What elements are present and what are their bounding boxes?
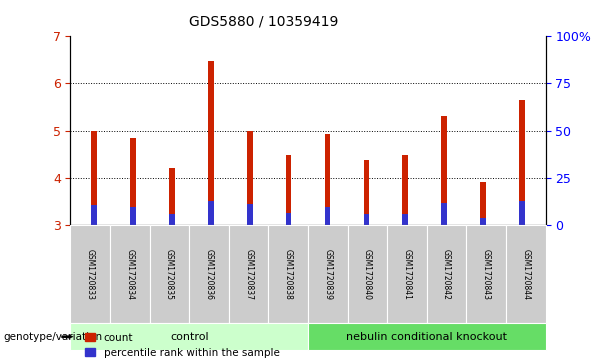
Bar: [403, 214, 408, 225]
Bar: [130, 138, 135, 225]
Bar: [364, 214, 370, 225]
Bar: [324, 207, 330, 225]
Bar: [364, 160, 370, 225]
Bar: [130, 207, 135, 225]
Text: GSM1720844: GSM1720844: [521, 249, 530, 299]
Bar: [481, 182, 486, 225]
Bar: [246, 204, 253, 225]
Bar: [169, 214, 175, 225]
Legend: count, percentile rank within the sample: count, percentile rank within the sample: [85, 333, 280, 358]
Text: GSM1720841: GSM1720841: [403, 249, 411, 299]
Bar: [441, 203, 447, 225]
Bar: [519, 100, 525, 225]
Text: GSM1720840: GSM1720840: [363, 249, 372, 299]
Text: GSM1720843: GSM1720843: [482, 249, 490, 299]
Bar: [324, 134, 330, 225]
Bar: [246, 131, 253, 225]
Bar: [208, 61, 213, 225]
Text: GSM1720842: GSM1720842: [442, 249, 451, 299]
Text: GSM1720835: GSM1720835: [165, 249, 174, 299]
Text: nebulin conditional knockout: nebulin conditional knockout: [346, 332, 508, 342]
Bar: [441, 115, 447, 225]
Text: genotype/variation: genotype/variation: [3, 332, 102, 342]
Text: GSM1720839: GSM1720839: [323, 249, 332, 299]
Bar: [208, 200, 213, 225]
Text: GSM1720837: GSM1720837: [244, 249, 253, 299]
Bar: [169, 168, 175, 225]
Bar: [91, 131, 97, 225]
Bar: [403, 155, 408, 225]
Bar: [481, 217, 486, 225]
Text: GDS5880 / 10359419: GDS5880 / 10359419: [189, 15, 338, 29]
Bar: [91, 205, 97, 225]
Text: GSM1720834: GSM1720834: [126, 249, 134, 299]
Bar: [286, 213, 292, 225]
Bar: [286, 155, 292, 225]
Text: GSM1720833: GSM1720833: [86, 249, 95, 299]
Text: GSM1720838: GSM1720838: [284, 249, 293, 299]
Bar: [519, 201, 525, 225]
Text: control: control: [170, 332, 208, 342]
Text: GSM1720836: GSM1720836: [205, 249, 213, 299]
